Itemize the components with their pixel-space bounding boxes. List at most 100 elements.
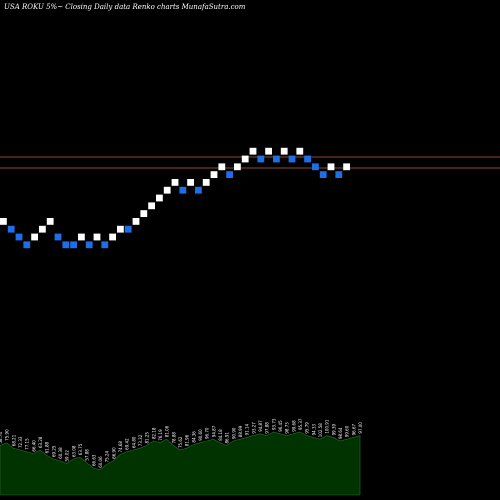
volume-price-label: 93.73: [271, 418, 276, 430]
volume-price-label: 78.88: [171, 432, 176, 444]
volume-price-label: 81.25: [145, 432, 150, 444]
renko-brick-down: [62, 241, 70, 249]
volume-price-label: 100.91: [325, 419, 330, 433]
renko-brick-up: [31, 233, 38, 241]
volume-price-label: 91.14: [245, 423, 250, 435]
volume-area: [0, 431, 361, 496]
volume-price-label: 81.96: [185, 434, 190, 446]
renko-brick-down: [195, 186, 202, 194]
renko-brick-down: [85, 241, 93, 249]
renko-brick-down: [70, 241, 77, 249]
volume-price-label: 68.21: [11, 434, 16, 446]
renko-brick-up: [132, 218, 140, 225]
renko-brick-up: [78, 233, 85, 241]
renko-brick-up: [148, 202, 155, 210]
volume-price-label: 60.06: [98, 456, 103, 468]
renko-brick-up: [210, 171, 218, 178]
volume-price-label: 94.33: [311, 423, 316, 435]
renko-brick-up: [93, 233, 101, 241]
volume-price-label: 75.90: [5, 429, 10, 441]
renko-brick-up: [234, 163, 241, 171]
volume-price-label: 98.64: [338, 427, 343, 439]
renko-brick-down: [7, 225, 15, 233]
volume-price-label: 57.88: [85, 449, 90, 461]
volume-price-label: 73.32: [138, 434, 143, 446]
volume-price-label: 81.06: [165, 425, 170, 437]
chart-title: USA ROKU 5%~ Closing Daily data Renko ch…: [4, 3, 246, 11]
volume-price-label: 98.73: [285, 422, 290, 434]
resistance-lines: [0, 156, 500, 169]
renko-brick-down: [226, 171, 233, 178]
renko-brick-up: [109, 233, 116, 241]
volume-price-label: 84.36: [191, 431, 196, 443]
renko-brick-up: [280, 147, 288, 155]
renko-brick-up: [163, 186, 171, 194]
renko-brick-up: [117, 225, 124, 233]
volume-price-label: 94.87: [258, 420, 263, 432]
renko-brick-down: [124, 225, 132, 233]
renko-brick-up: [202, 179, 210, 186]
renko-brick-up: [327, 163, 335, 171]
volume-labels: 58.74 75.90 68.21 72.33 77.15 66.40 63.28 61.88…: [0, 418, 363, 468]
renko-bricks: [0, 147, 350, 249]
renko-brick-down: [335, 171, 343, 178]
volume-price-label: 93.27: [251, 422, 256, 434]
renko-brick-up: [218, 163, 226, 171]
volume-price-label: 64.80: [131, 436, 136, 448]
renko-brick-up: [46, 218, 54, 225]
renko-brick-down: [179, 186, 187, 194]
volume-price-label: 90.90: [231, 427, 236, 439]
renko-brick-down: [15, 233, 23, 241]
volume-price-label: 97.00: [358, 422, 363, 434]
renko-brick-down: [312, 163, 319, 171]
renko-brick-down: [319, 171, 327, 178]
renko-brick-up: [140, 210, 148, 217]
renko-brick-down: [304, 155, 311, 163]
renko-brick-up: [249, 147, 257, 155]
volume-price-label: 72.33: [18, 436, 23, 448]
volume-price-label: 95.37: [298, 418, 303, 430]
renko-brick-up: [39, 225, 46, 233]
renko-brick-up: [0, 218, 7, 225]
renko-brick-up: [156, 194, 163, 202]
volume-price-label: 63.08: [71, 445, 76, 457]
renko-brick-down: [273, 155, 280, 163]
renko-brick-down: [257, 155, 265, 163]
renko-brick-up: [265, 147, 272, 155]
volume-price-label: 66.63: [91, 454, 96, 466]
volume-price-label: 96.67: [351, 423, 356, 435]
renko-brick-up: [187, 179, 194, 186]
volume-price-label: 99.39: [331, 423, 336, 435]
volume-price-label: 63.28: [38, 436, 43, 448]
volume-price-label: 88.99: [238, 425, 243, 437]
volume-area-path: [0, 431, 361, 496]
renko-brick-down: [101, 241, 109, 249]
renko-brick-down: [288, 155, 296, 163]
volume-price-label: 58.74: [0, 432, 3, 444]
volume-price-label: 84.18: [218, 429, 223, 441]
volume-price-label: 77.15: [25, 438, 30, 450]
volume-price-label: 75.24: [105, 450, 110, 462]
volume-price-label: 102.58: [318, 423, 323, 437]
volume-price-label: 69.25: [51, 445, 56, 457]
volume-price-label: 86.91: [225, 432, 230, 444]
volume-price-label: 99.68: [291, 420, 296, 432]
volume-price-label: 59.02: [65, 450, 70, 462]
volume-price-label: 63.75: [78, 443, 83, 455]
volume-price-label: 99.60: [345, 425, 350, 437]
renko-brick-up: [241, 155, 249, 163]
volume-price-label: 66.90: [111, 447, 116, 459]
volume-price-label: 61.88: [45, 441, 50, 453]
volume-price-label: 95.79: [305, 422, 310, 434]
renko-brick-up: [343, 163, 350, 171]
volume-price-label: 82.18: [151, 427, 156, 439]
volume-price-label: 96.45: [278, 420, 283, 432]
volume-price-label: 96.70: [205, 427, 210, 439]
renko-brick-down: [23, 241, 31, 249]
volume-price-label: 97.88: [265, 422, 270, 434]
volume-price-label: 60.38: [58, 447, 63, 459]
volume-price-label: 74.68: [118, 441, 123, 453]
volume-price-label: 69.42: [125, 438, 130, 450]
